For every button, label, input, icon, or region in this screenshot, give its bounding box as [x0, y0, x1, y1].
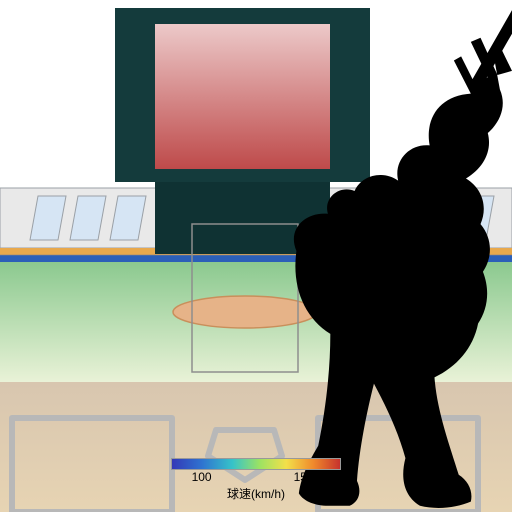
- pitch-location-scene: [0, 0, 512, 512]
- speed-legend: 100 150 球速(km/h): [0, 458, 512, 502]
- speed-legend-bar: [171, 458, 341, 470]
- speed-legend-ticks: 100 150: [171, 470, 341, 484]
- scene-svg: [0, 0, 512, 512]
- speed-legend-label: 球速(km/h): [227, 485, 285, 502]
- legend-tick: 150: [294, 470, 314, 484]
- legend-tick: 100: [192, 470, 212, 484]
